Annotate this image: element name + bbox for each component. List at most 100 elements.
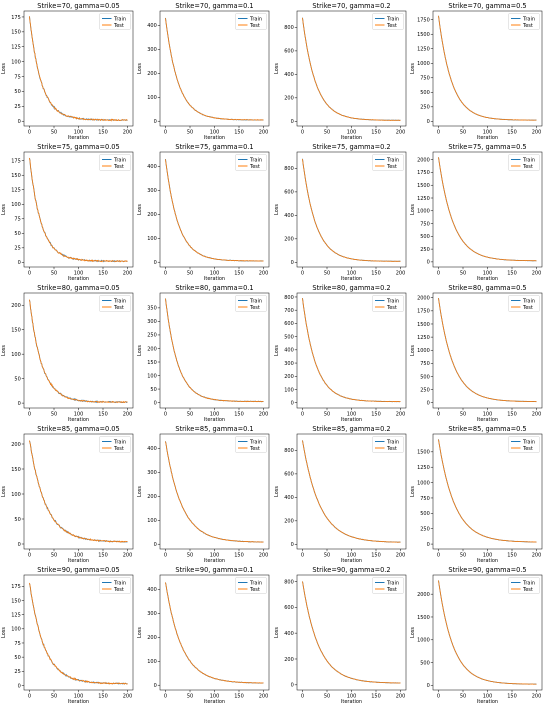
legend-label-test: Test xyxy=(522,446,533,452)
x-tick-label: 50 xyxy=(187,694,193,700)
x-tick-label: 0 xyxy=(28,412,31,418)
series-line-train xyxy=(29,440,128,543)
y-tick-label: 0 xyxy=(154,400,157,406)
subplot-10: Strike=80, gamma=0.1 0 50 100 150 200 0 50 100 15… xyxy=(137,284,270,423)
y-tick-label: 0 xyxy=(18,119,21,125)
subplot-16: Strike=85, gamma=0.5 0 50 100 150 200 0 250 500 7… xyxy=(410,425,543,564)
x-tick-label: 200 xyxy=(532,271,542,277)
y-tick-label: 750 xyxy=(420,76,430,82)
y-tick-label: 1750 xyxy=(417,18,430,24)
x-tick-label: 200 xyxy=(123,130,133,136)
x-tick-label: 50 xyxy=(187,553,193,559)
x-tick-label: 150 xyxy=(98,412,108,418)
subplot-title: Strike=70, gamma=0.2 xyxy=(312,2,390,10)
x-tick-label: 200 xyxy=(532,553,542,559)
series-line-test xyxy=(302,440,401,543)
y-tick-label: 400 xyxy=(284,495,294,501)
subplot-title: Strike=75, gamma=0.2 xyxy=(312,143,390,151)
legend-label-train: Train xyxy=(249,298,262,304)
subplot-5: Strike=75, gamma=0.05 0 50 100 150 200 0 25 50 75… xyxy=(1,143,134,282)
y-tick-label: 25 xyxy=(14,669,20,675)
y-tick-label: 0 xyxy=(18,401,21,407)
legend-label-train: Train xyxy=(249,16,262,22)
x-tick-label: 150 xyxy=(98,271,108,277)
x-tick-label: 0 xyxy=(164,694,167,700)
x-tick-label: 100 xyxy=(347,271,357,277)
y-tick-label: 200 xyxy=(147,212,157,218)
series-line-train xyxy=(302,581,401,684)
y-axis-label: Loss xyxy=(410,63,416,74)
x-tick-label: 0 xyxy=(28,130,31,136)
x-tick-label: 0 xyxy=(437,694,440,700)
x-tick-label: 150 xyxy=(507,694,517,700)
y-tick-label: 0 xyxy=(154,260,157,266)
y-tick-label: 250 xyxy=(420,247,430,253)
y-tick-label: 400 xyxy=(147,23,157,29)
legend-label-test: Test xyxy=(386,164,397,170)
x-tick-label: 0 xyxy=(437,553,440,559)
legend-label-test: Test xyxy=(522,164,533,170)
x-tick-label: 150 xyxy=(234,271,244,277)
y-tick-label: 0 xyxy=(291,683,294,689)
y-tick-label: 100 xyxy=(147,373,157,379)
series-line-test xyxy=(302,17,401,121)
y-tick-label: 100 xyxy=(147,518,157,524)
subplot-title: Strike=75, gamma=0.5 xyxy=(448,143,526,151)
x-tick-label: 100 xyxy=(483,412,493,418)
y-axis-label: Loss xyxy=(274,345,280,356)
y-tick-label: 2000 xyxy=(417,157,430,163)
x-tick-label: 150 xyxy=(234,130,244,136)
y-tick-label: 400 xyxy=(147,587,157,593)
x-tick-label: 50 xyxy=(460,553,466,559)
x-axis-label: Iteration xyxy=(68,276,89,282)
subplot-title: Strike=80, gamma=0.1 xyxy=(175,284,253,292)
series-line-train xyxy=(165,298,264,403)
legend-label-test: Test xyxy=(113,23,124,29)
legend-label-test: Test xyxy=(249,587,260,593)
series-line-test xyxy=(29,582,128,685)
y-tick-label: 100 xyxy=(11,59,21,65)
series-line-train xyxy=(29,299,128,404)
y-tick-label: 0 xyxy=(427,401,430,407)
y-tick-label: 125 xyxy=(11,45,21,51)
subplot-title: Strike=70, gamma=0.1 xyxy=(175,2,253,10)
x-axis-label: Iteration xyxy=(204,699,225,705)
y-tick-label: 800 xyxy=(284,448,294,454)
y-axis-label: Loss xyxy=(137,204,143,215)
x-tick-label: 150 xyxy=(371,271,381,277)
x-axis-label: Iteration xyxy=(341,558,362,564)
y-tick-label: 500 xyxy=(284,334,294,340)
x-tick-label: 150 xyxy=(98,553,108,559)
subplot-title: Strike=70, gamma=0.05 xyxy=(37,2,119,10)
y-tick-label: 1750 xyxy=(417,170,430,176)
x-tick-label: 150 xyxy=(98,130,108,136)
y-tick-label: 200 xyxy=(11,303,21,309)
x-tick-label: 0 xyxy=(28,553,31,559)
y-tick-label: 1750 xyxy=(417,309,430,315)
legend-label-test: Test xyxy=(249,164,260,170)
series-line-train xyxy=(438,157,537,262)
x-axis-label: Iteration xyxy=(477,417,498,423)
legend-label-train: Train xyxy=(386,580,399,586)
series-line-test xyxy=(165,441,264,543)
y-tick-label: 200 xyxy=(284,237,294,243)
legend-label-train: Train xyxy=(113,157,126,163)
y-axis-label: Loss xyxy=(274,204,280,215)
legend-label-train: Train xyxy=(522,157,535,163)
x-tick-label: 0 xyxy=(437,412,440,418)
series-line-test xyxy=(165,298,264,403)
legend-label-test: Test xyxy=(113,164,124,170)
y-tick-label: 75 xyxy=(14,641,20,647)
legend-label-train: Train xyxy=(386,439,399,445)
x-tick-label: 150 xyxy=(507,130,517,136)
x-tick-label: 200 xyxy=(396,553,406,559)
y-tick-label: 1000 xyxy=(417,348,430,354)
x-tick-label: 200 xyxy=(123,271,133,277)
y-tick-label: 250 xyxy=(420,527,430,533)
series-line-test xyxy=(438,157,537,262)
subplot-9: Strike=80, gamma=0.05 0 50 100 150 200 0 50 100 1… xyxy=(1,284,134,423)
y-tick-label: 800 xyxy=(284,166,294,172)
y-tick-label: 400 xyxy=(147,164,157,170)
y-tick-label: 500 xyxy=(420,511,430,517)
